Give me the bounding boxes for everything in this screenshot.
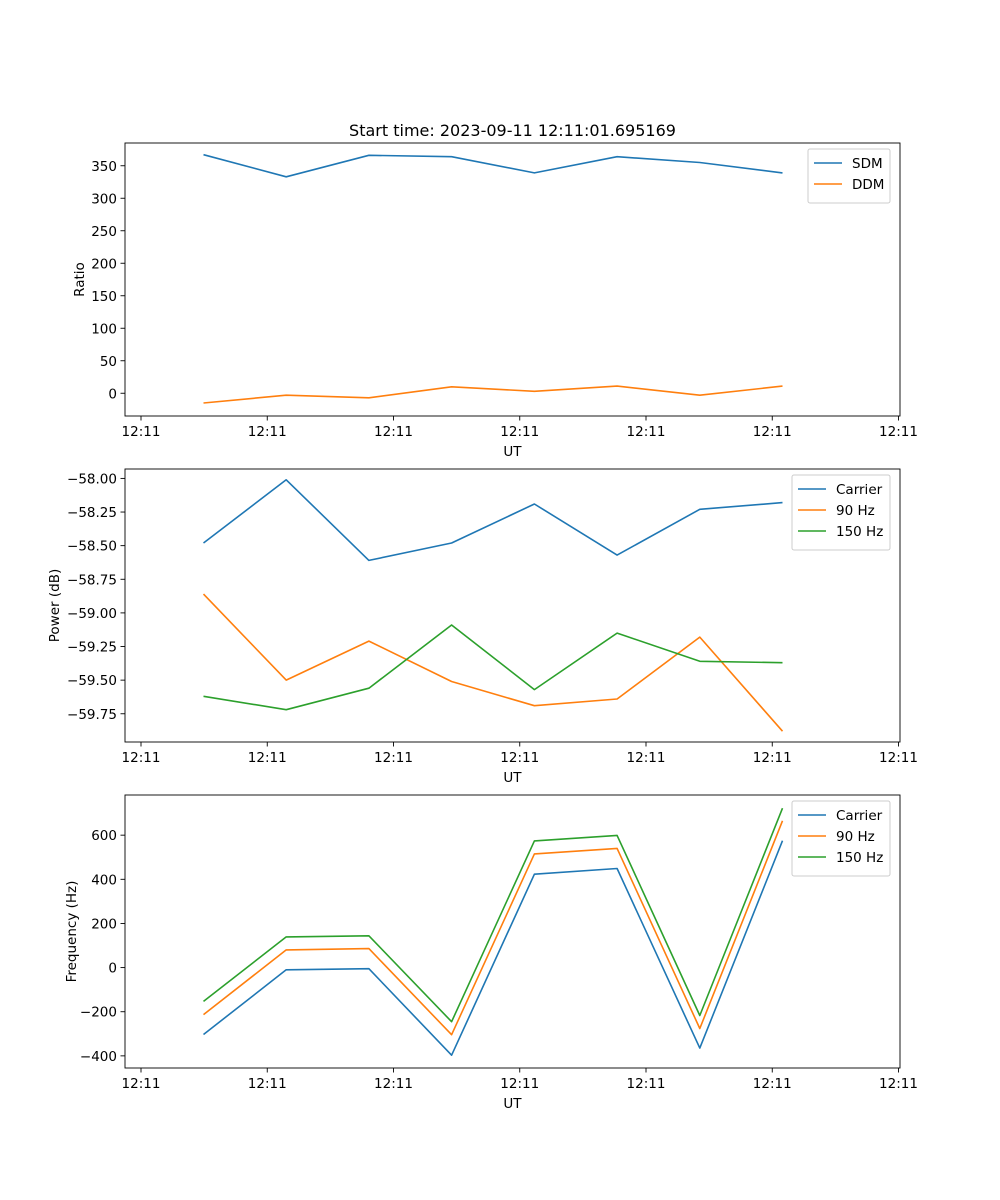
series-line-carrier	[203, 840, 784, 1056]
x-axis-label: UT	[503, 770, 522, 786]
x-tick-label: 12:11	[248, 750, 287, 766]
x-tick-label: 12:11	[753, 424, 792, 440]
x-tick-label: 12:11	[879, 1076, 918, 1092]
x-tick-label: 12:11	[753, 1076, 792, 1092]
x-tick-label: 12:11	[879, 424, 918, 440]
x-tick-label: 12:11	[627, 750, 666, 766]
y-tick-label: 300	[91, 191, 117, 207]
x-tick-label: 12:11	[374, 750, 413, 766]
y-axis-label: Frequency (Hz)	[64, 881, 80, 983]
series-line-150-hz	[203, 807, 784, 1023]
x-tick-label: 12:11	[500, 1076, 539, 1092]
chart-title: Start time: 2023-09-11 12:11:01.695169	[349, 121, 676, 140]
y-tick-label: 400	[91, 872, 117, 888]
y-tick-label: −59.50	[67, 673, 117, 689]
legend-label: DDM	[852, 177, 884, 193]
legend-label: 90 Hz	[836, 829, 875, 845]
y-tick-label: −58.75	[67, 572, 117, 588]
y-axis-label: Power (dB)	[47, 569, 63, 642]
axes-frame	[124, 142, 901, 417]
chart-panel-1: Start time: 2023-09-11 12:11:01.695169 12…	[72, 121, 918, 460]
series-line-90-hz	[203, 820, 784, 1036]
x-tick-label: 12:11	[122, 1076, 161, 1092]
x-tick-label: 12:11	[879, 750, 918, 766]
x-tick-label: 12:11	[627, 424, 666, 440]
series-line-90-hz	[202, 593, 784, 732]
y-tick-label: 100	[91, 321, 117, 337]
y-tick-label: 350	[91, 159, 117, 175]
legend: SDM DDM	[807, 148, 891, 204]
x-tick-label: 12:11	[500, 424, 539, 440]
y-tick-label: 0	[108, 961, 117, 977]
legend-label: Carrier	[836, 482, 883, 498]
y-tick-label: 200	[91, 256, 117, 272]
legend: Carrier 90 Hz 150 Hz	[791, 474, 891, 551]
series-line-ddm	[203, 385, 783, 404]
legend-label: 90 Hz	[836, 503, 875, 519]
x-axis-label: UT	[503, 1096, 522, 1112]
y-tick-label: 200	[91, 916, 117, 932]
chart-panel-2: 12:11 12:11 12:11 12:11 12:11 12:11 12:11 UT −59…	[47, 468, 918, 786]
axes-frame	[124, 794, 901, 1069]
legend: Carrier 90 Hz 150 Hz	[791, 800, 891, 877]
x-tick-label: 12:11	[753, 750, 792, 766]
x-tick-label: 12:11	[122, 424, 161, 440]
x-axis-label: UT	[503, 444, 522, 460]
y-tick-label: −58.50	[67, 539, 117, 555]
legend-label: 150 Hz	[836, 524, 883, 540]
y-tick-label: −58.00	[67, 471, 117, 487]
y-tick-label: 250	[91, 224, 117, 240]
axes-frame	[124, 468, 901, 743]
legend-label: SDM	[852, 156, 883, 172]
x-tick-label: 12:11	[122, 750, 161, 766]
x-tick-label: 12:11	[374, 1076, 413, 1092]
series-line-150-hz	[203, 624, 783, 711]
series-line-carrier	[203, 478, 783, 562]
y-tick-label: 600	[91, 828, 117, 844]
x-tick-label: 12:11	[248, 424, 287, 440]
y-tick-label: 50	[100, 354, 117, 370]
x-tick-label: 12:11	[374, 424, 413, 440]
y-tick-label: −200	[80, 1005, 117, 1021]
y-tick-label: 150	[91, 289, 117, 305]
legend-label: 150 Hz	[836, 850, 883, 866]
legend-label: Carrier	[836, 808, 883, 824]
y-tick-label: −400	[80, 1049, 117, 1065]
x-tick-label: 12:11	[627, 1076, 666, 1092]
y-tick-label: −59.00	[67, 606, 117, 622]
y-tick-label: 0	[108, 386, 117, 402]
y-axis-label: Ratio	[72, 262, 88, 297]
y-tick-label: −58.25	[67, 505, 117, 521]
x-tick-label: 12:11	[500, 750, 539, 766]
x-tick-label: 12:11	[248, 1076, 287, 1092]
series-line-sdm	[203, 153, 783, 178]
y-tick-label: −59.75	[67, 707, 117, 723]
chart-panel-3: 12:11 12:11 12:11 12:11 12:11 12:11 12:11 UT −40…	[64, 794, 918, 1112]
y-tick-label: −59.25	[67, 640, 117, 656]
